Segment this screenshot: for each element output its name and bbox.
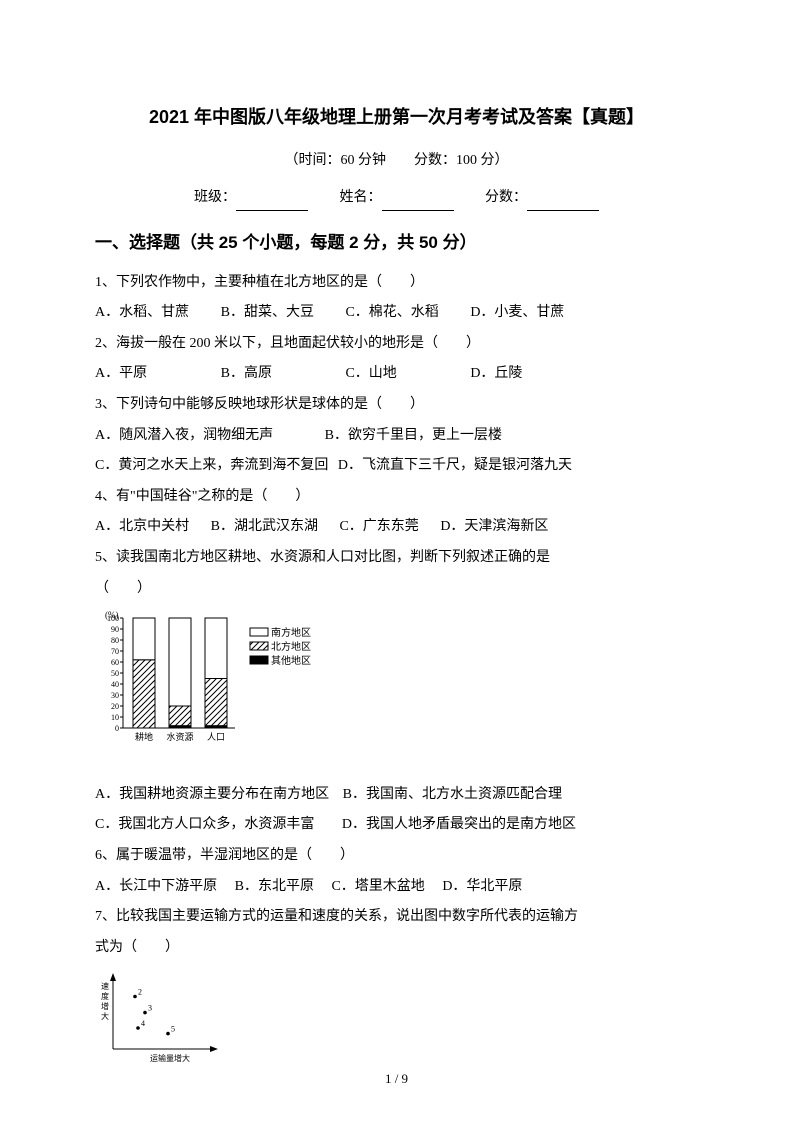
svg-text:水资源: 水资源	[166, 731, 193, 742]
q3-optD: D．飞流直下三千尺，疑是银河落九天	[338, 453, 572, 480]
q2-optA: A．平原	[95, 361, 147, 388]
bar-chart-container: (%) 0102030405060708090100 耕地水资源人口 南方地区 …	[95, 608, 698, 774]
q1-options: A．水稻、甘蔗 B．甜菜、大豆 C．棉花、水稻 D．小麦、甘蔗	[95, 300, 698, 327]
bar-chart: (%) 0102030405060708090100 耕地水资源人口 南方地区 …	[95, 608, 325, 763]
q5-optionsCD: C．我国北方人口众多，水资源丰富 D．我国人地矛盾最突出的是南方地区	[95, 812, 698, 839]
score-label: 分数：	[485, 190, 527, 205]
q1-optA: A．水稻、甘蔗	[95, 300, 189, 327]
svg-text:2: 2	[138, 988, 142, 997]
q3-optB: B．欲穷千里目，更上一层楼	[325, 423, 502, 450]
page-number: 1 / 9	[0, 1067, 793, 1092]
svg-text:30: 30	[111, 691, 119, 700]
q6-optD: D．华北平原	[442, 874, 522, 901]
q4-optD: D．天津滨海新区	[440, 514, 548, 541]
page-title: 2021 年中图版八年级地理上册第一次月考考试及答案【真题】	[95, 100, 698, 134]
svg-text:4: 4	[141, 1019, 145, 1028]
subtitle: （时间：60 分钟 分数：100 分）	[95, 148, 698, 175]
q5-optA: A．我国耕地资源主要分布在南方地区	[95, 782, 329, 809]
svg-text:5: 5	[171, 1025, 175, 1034]
q3-optC: C．黄河之水天上来，奔流到海不复回	[95, 453, 328, 480]
svg-text:50: 50	[111, 669, 119, 678]
q5-text2: （ ）	[95, 576, 698, 603]
name-blank[interactable]	[382, 193, 454, 211]
q3-text: 3、下列诗句中能够反映地球形状是球体的是（ ）	[95, 392, 698, 419]
section-header: 一、选择题（共 25 个小题，每题 2 分，共 50 分）	[95, 227, 698, 259]
q2-text: 2、海拔一般在 200 米以下，且地面起伏较小的地形是（ ）	[95, 331, 698, 358]
svg-text:人口: 人口	[207, 732, 225, 742]
score-blank[interactable]	[527, 193, 599, 211]
svg-text:速度增大: 速度增大	[101, 982, 109, 1021]
q2-options: A．平原 B．高原 C．山地 D．丘陵	[95, 361, 698, 388]
scatter-chart: 速度增大 运输量增大 234 5	[95, 971, 225, 1066]
svg-text:10: 10	[111, 713, 119, 722]
q4-optA: A．北京中关村	[95, 514, 189, 541]
q2-optD: D．丘陵	[470, 361, 522, 388]
svg-text:3: 3	[148, 1004, 152, 1013]
q3-optionsCD: C．黄河之水天上来，奔流到海不复回 D．飞流直下三千尺，疑是银河落九天	[95, 453, 698, 480]
q5-optionsAB: A．我国耕地资源主要分布在南方地区 B．我国南、北方水土资源匹配合理	[95, 782, 698, 809]
q1-optB: B．甜菜、大豆	[221, 300, 314, 327]
q6-text: 6、属于暖温带，半湿润地区的是（ ）	[95, 843, 698, 870]
q5-optC: C．我国北方人口众多，水资源丰富	[95, 812, 314, 839]
q5-optB: B．我国南、北方水土资源匹配合理	[343, 782, 562, 809]
svg-text:70: 70	[111, 647, 119, 656]
svg-text:其他地区: 其他地区	[271, 654, 311, 667]
q7-text1: 7、比较我国主要运输方式的运量和速度的关系，说出图中数字所代表的运输方	[95, 904, 698, 931]
q3-optionsAB: A．随风潜入夜，润物细无声 B．欲穷千里目，更上一层楼	[95, 423, 698, 450]
svg-text:运输量增大: 运输量增大	[150, 1053, 190, 1063]
svg-text:100: 100	[107, 614, 119, 623]
info-line: 班级： 姓名： 分数：	[95, 185, 698, 212]
q6-options: A．长江中下游平原 B．东北平原 C．塔里木盆地 D．华北平原	[95, 874, 698, 901]
svg-text:北方地区: 北方地区	[271, 640, 311, 653]
class-blank[interactable]	[236, 193, 308, 211]
q3-optA: A．随风潜入夜，润物细无声	[95, 423, 273, 450]
q4-options: A．北京中关村 B．湖北武汉东湖 C．广东东莞 D．天津滨海新区	[95, 514, 698, 541]
q2-optB: B．高原	[221, 361, 272, 388]
svg-text:耕地: 耕地	[135, 731, 153, 742]
q6-optB: B．东北平原	[235, 874, 314, 901]
svg-text:90: 90	[111, 625, 119, 634]
q4-text: 4、有"中国硅谷"之称的是（ ）	[95, 484, 698, 511]
svg-text:60: 60	[111, 658, 119, 667]
q6-optA: A．长江中下游平原	[95, 874, 217, 901]
class-label: 班级：	[194, 190, 236, 205]
q2-optC: C．山地	[345, 361, 396, 388]
q5-text1: 5、读我国南北方地区耕地、水资源和人口对比图，判断下列叙述正确的是	[95, 545, 698, 572]
svg-text:40: 40	[111, 680, 119, 689]
q6-optC: C．塔里木盆地	[331, 874, 424, 901]
svg-text:0: 0	[115, 724, 119, 733]
q1-optC: C．棉花、水稻	[345, 300, 438, 327]
svg-text:南方地区: 南方地区	[271, 626, 311, 639]
scatter-chart-container: 速度增大 运输量增大 234 5	[95, 967, 698, 1077]
q7-text2: 式为（ ）	[95, 935, 698, 962]
svg-text:80: 80	[111, 636, 119, 645]
name-label: 姓名：	[340, 190, 382, 205]
q5-optD: D．我国人地矛盾最突出的是南方地区	[342, 812, 576, 839]
svg-text:20: 20	[111, 702, 119, 711]
q1-text: 1、下列农作物中，主要种植在北方地区的是（ ）	[95, 270, 698, 297]
q1-optD: D．小麦、甘蔗	[470, 300, 564, 327]
q4-optB: B．湖北武汉东湖	[211, 514, 318, 541]
q4-optC: C．广东东莞	[339, 514, 418, 541]
